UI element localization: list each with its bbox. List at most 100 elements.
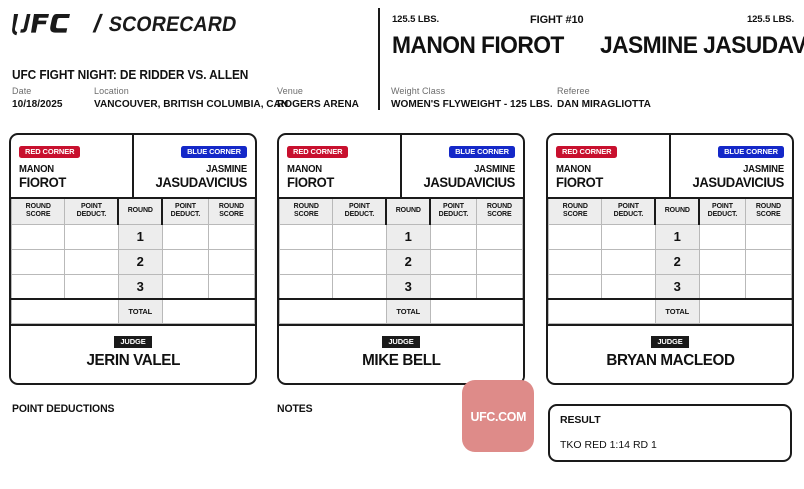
blue-round-score-2[interactable]: [207, 248, 255, 275]
blue-first-name: JASMINE: [743, 164, 784, 175]
blue-round-score-1[interactable]: [475, 223, 523, 250]
red-total-score[interactable]: [279, 298, 387, 324]
red-round-score-1[interactable]: [279, 223, 334, 250]
red-round-score-2[interactable]: [279, 248, 334, 275]
blue-corner-badge: BLUE CORNER: [718, 145, 784, 158]
round-number-2: 2: [654, 248, 700, 275]
blue-last-name: JASUDAVICIUS: [155, 174, 247, 190]
red-last-name: FIOROT: [287, 174, 334, 190]
red-last-name: FIOROT: [556, 174, 603, 190]
location-value: VANCOUVER, BRITISH COLUMBIA, CAN: [94, 98, 289, 110]
blue-last-name: JASUDAVICIUS: [692, 174, 784, 190]
total-label: TOTAL: [654, 298, 700, 324]
blue-round-score-2[interactable]: [475, 248, 523, 275]
referee-value: DAN MIRAGLIOTTA: [557, 98, 651, 110]
red-point-deduct-3[interactable]: [64, 273, 119, 300]
header-round: ROUND: [654, 197, 701, 225]
blue-point-deduct-2[interactable]: [161, 248, 209, 275]
red-point-deduct-2[interactable]: [64, 248, 119, 275]
header-vertical-divider: [378, 8, 380, 110]
blue-point-deduct-1[interactable]: [161, 223, 209, 250]
red-point-deduct-1[interactable]: [332, 223, 387, 250]
fighters-headline: MANON FIOROT vs. JASMINE JASUDAVICIUS: [392, 29, 804, 63]
scorecard-judge-1: RED CORNER MANON FIOROT BLUE CORNER JASM…: [9, 133, 257, 385]
red-round-score-3[interactable]: [279, 273, 334, 300]
red-fighter-weight: 125.5 LBS.: [392, 14, 440, 25]
red-point-deduct-1[interactable]: [64, 223, 119, 250]
score-row-round-3: 3: [279, 273, 523, 300]
score-table-header-row: ROUND SCORE POINT DEDUCT. ROUND POINT DEDUC…: [11, 197, 255, 225]
score-row-total: TOTAL: [279, 298, 523, 324]
judge-block: JUDGE JERIN VALEL: [11, 323, 255, 380]
total-label: TOTAL: [385, 298, 431, 324]
blue-round-score-2[interactable]: [744, 248, 792, 275]
header-blue-point-deduct: POINT DEDUCT.: [698, 197, 746, 225]
header-blue-round-score: ROUND SCORE: [207, 197, 255, 225]
blue-point-deduct-3[interactable]: [698, 273, 746, 300]
corner-divider: [669, 135, 671, 197]
meta-referee: Referee DAN MIRAGLIOTTA: [557, 86, 655, 110]
header-blue-round-score: ROUND SCORE: [744, 197, 792, 225]
total-label: TOTAL: [117, 298, 163, 324]
score-table: ROUND SCORE POINT DEDUCT. ROUND POINT DEDUC…: [11, 197, 255, 324]
scorecard-judge-2: RED CORNER MANON FIOROT BLUE CORNER JASM…: [277, 133, 525, 385]
red-round-score-3[interactable]: [548, 273, 603, 300]
blue-round-score-1[interactable]: [744, 223, 792, 250]
round-number-3: 3: [117, 273, 163, 300]
round-number-3: 3: [385, 273, 431, 300]
red-total-score[interactable]: [11, 298, 119, 324]
judge-name: JERIN VALEL: [86, 351, 180, 369]
blue-fighter-weight: 125.5 LBS.: [746, 14, 794, 25]
header-blue-point-deduct: POINT DEDUCT.: [429, 197, 477, 225]
red-round-score-1[interactable]: [548, 223, 603, 250]
judge-badge: JUDGE: [651, 335, 689, 348]
blue-total-score[interactable]: [698, 298, 792, 324]
round-number-2: 2: [117, 248, 163, 275]
blue-point-deduct-1[interactable]: [698, 223, 746, 250]
blue-round-score-1[interactable]: [207, 223, 255, 250]
blue-point-deduct-3[interactable]: [161, 273, 209, 300]
score-row-round-2: 2: [11, 248, 255, 275]
meta-date: Date 10/18/2025: [12, 86, 65, 110]
corner-divider: [132, 135, 134, 197]
red-point-deduct-2[interactable]: [332, 248, 387, 275]
blue-round-score-3[interactable]: [475, 273, 523, 300]
blue-total-score[interactable]: [161, 298, 255, 324]
corners-header: RED CORNER MANON FIOROT BLUE CORNER JASM…: [279, 135, 523, 197]
header-round: ROUND: [385, 197, 432, 225]
weight-class-value: WOMEN'S FLYWEIGHT - 125 LBS.: [391, 98, 553, 110]
blue-corner-badge: BLUE CORNER: [181, 145, 247, 158]
blue-point-deduct-3[interactable]: [429, 273, 477, 300]
score-table: ROUND SCORE POINT DEDUCT. ROUND POINT DEDUC…: [548, 197, 792, 324]
red-round-score-1[interactable]: [11, 223, 66, 250]
blue-round-score-3[interactable]: [744, 273, 792, 300]
red-point-deduct-3[interactable]: [332, 273, 387, 300]
red-total-score[interactable]: [548, 298, 656, 324]
header-red-point-deduct: POINT DEDUCT.: [332, 197, 387, 225]
red-point-deduct-3[interactable]: [601, 273, 656, 300]
meta-venue: Venue ROGERS ARENA: [277, 86, 362, 110]
date-value: 10/18/2025: [12, 98, 63, 110]
blue-point-deduct-2[interactable]: [698, 248, 746, 275]
red-round-score-2[interactable]: [548, 248, 603, 275]
red-corner-badge: RED CORNER: [19, 145, 81, 158]
red-round-score-3[interactable]: [11, 273, 66, 300]
result-value: TKO RED 1:14 RD 1: [560, 439, 657, 451]
red-fighter-name: MANON FIOROT: [392, 32, 564, 59]
corners-header: RED CORNER MANON FIOROT BLUE CORNER JASM…: [11, 135, 255, 197]
blue-point-deduct-1[interactable]: [429, 223, 477, 250]
brand-divider-slash: /: [91, 10, 105, 38]
judge-badge: JUDGE: [382, 335, 420, 348]
blue-point-deduct-2[interactable]: [429, 248, 477, 275]
notes-label: NOTES: [277, 403, 313, 415]
red-point-deduct-2[interactable]: [601, 248, 656, 275]
blue-total-score[interactable]: [429, 298, 523, 324]
red-corner-block: RED CORNER MANON FIOROT: [11, 135, 133, 197]
red-last-name: FIOROT: [19, 174, 66, 190]
referee-label: Referee: [557, 86, 590, 96]
red-round-score-2[interactable]: [11, 248, 66, 275]
corners-header: RED CORNER MANON FIOROT BLUE CORNER JASM…: [548, 135, 792, 197]
blue-round-score-3[interactable]: [207, 273, 255, 300]
red-point-deduct-1[interactable]: [601, 223, 656, 250]
